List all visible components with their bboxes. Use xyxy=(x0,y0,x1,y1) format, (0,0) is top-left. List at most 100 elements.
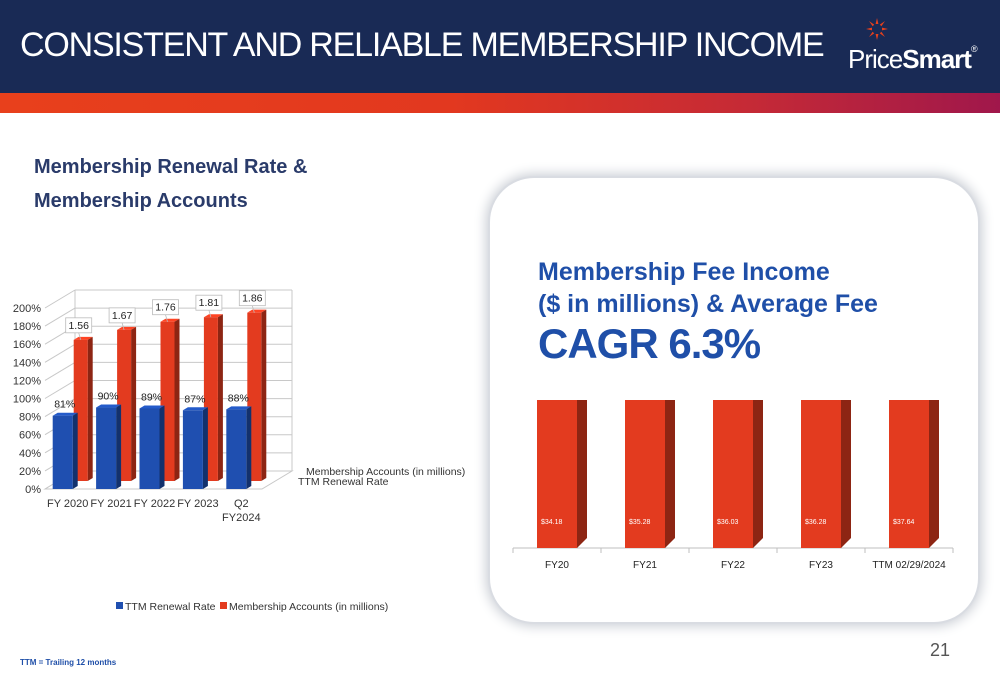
y-tick-label: 160% xyxy=(13,339,41,351)
pricesmart-logo: PriceSmart® xyxy=(848,18,980,78)
accounts-label-leader xyxy=(121,322,125,330)
fee-income-bar-side xyxy=(841,400,851,548)
sunburst-icon xyxy=(866,18,888,40)
accounts-label-leader xyxy=(208,310,212,318)
y-tick-label: 40% xyxy=(19,448,41,460)
average-fee-label: $34.18 xyxy=(541,519,563,526)
x-tick-label: FY22 xyxy=(721,560,745,571)
fee-income-bar xyxy=(889,400,939,548)
accent-stripe xyxy=(0,93,1000,113)
gridline-side xyxy=(44,380,76,399)
renewal-bar xyxy=(96,404,122,489)
y-tick-label: 60% xyxy=(19,430,41,442)
y-tick-label: 180% xyxy=(13,321,41,333)
y-tick-label: 20% xyxy=(19,466,41,478)
x-tick-label: FY 2020 xyxy=(47,498,88,510)
renewal-data-label: 90% xyxy=(98,391,119,403)
fee-income-bar-front xyxy=(625,400,665,548)
renewal-data-label: 89% xyxy=(141,391,162,403)
y-tick-label: 100% xyxy=(13,394,41,406)
fee-income-bar-side xyxy=(753,400,763,548)
accounts-bar-top xyxy=(247,309,267,313)
fee-income-bar-front xyxy=(889,400,929,548)
legend-swatch-accounts xyxy=(220,602,227,609)
fee-income-bar xyxy=(625,400,675,548)
renewal-rate-chart: 0% 20% 40% 60% 80% 100% 120% 140% 160% 180% 200% 1.… xyxy=(13,289,465,613)
accounts-bar-side xyxy=(87,336,93,481)
renewal-bar xyxy=(52,412,78,489)
header-bar: CONSISTENT AND RELIABLE MEMBERSHIP INCOM… xyxy=(0,0,1000,93)
renewal-bar-side xyxy=(202,407,208,489)
renewal-bar-front xyxy=(139,408,160,489)
average-fee-label: $36.28 xyxy=(805,519,827,526)
fee-income-bar xyxy=(801,400,851,548)
accounts-bar-side xyxy=(131,326,137,481)
fee-income-bar-side xyxy=(665,400,675,548)
x-tick-label: FY 2023 xyxy=(177,498,218,510)
accounts-label-box xyxy=(108,307,136,324)
gridline-side xyxy=(44,398,76,418)
accounts-bar-side xyxy=(261,309,267,481)
depth-label-renewal: TTM Renewal Rate xyxy=(298,476,389,488)
accounts-bar-side xyxy=(174,318,180,481)
left-chart-title: Membership Renewal Rate & Membership Acc… xyxy=(34,156,308,212)
renewal-bar-top xyxy=(96,404,122,408)
accounts-label-leader xyxy=(165,314,168,322)
renewal-bar-front xyxy=(96,407,117,489)
renewal-data-label: 87% xyxy=(184,393,205,405)
accounts-label-leader xyxy=(251,305,255,313)
renewal-data-label: 81% xyxy=(54,399,75,411)
renewal-bar-side xyxy=(72,412,78,489)
y-tick-label: 200% xyxy=(13,303,41,315)
renewal-bar xyxy=(226,406,252,489)
fee-income-bar xyxy=(713,400,763,548)
renewal-bar xyxy=(139,405,165,489)
fee-income-chart: $55$34.18FY20$56$35.28FY21$61$36.03FY22$… xyxy=(512,400,954,571)
logo-wordmark: PriceSmart® xyxy=(848,44,978,74)
x-tick-label: FY21 xyxy=(633,560,657,571)
legend-label-accounts: Membership Accounts (in millions) xyxy=(229,601,388,613)
gridline-side xyxy=(44,289,76,309)
fee-income-bar-front xyxy=(801,400,841,548)
right-chart-title: Membership Fee Income ($ in millions) & … xyxy=(538,258,878,318)
gridline-side xyxy=(44,307,76,327)
gridline-side xyxy=(44,361,76,381)
renewal-bar xyxy=(182,407,208,489)
average-fee-label: $35.28 xyxy=(629,519,651,526)
accounts-data-label: 1.56 xyxy=(68,320,89,332)
accounts-bar-top xyxy=(73,336,93,340)
cagr-value: CAGR 6.3% xyxy=(538,320,761,367)
y-tick-label: 140% xyxy=(13,357,41,369)
accounts-data-label: 1.76 xyxy=(155,302,176,314)
fee-income-bar-side xyxy=(929,400,939,548)
y-tick-label: 0% xyxy=(25,484,41,496)
page-title: CONSISTENT AND RELIABLE MEMBERSHIP INCOM… xyxy=(20,26,825,64)
accounts-bar-side xyxy=(217,314,223,481)
renewal-bar-top xyxy=(226,406,252,410)
x-tick-label: TTM 02/29/2024 xyxy=(872,560,946,571)
accounts-bar-top xyxy=(117,326,137,330)
legend-label-renewal: TTM Renewal Rate xyxy=(125,601,216,613)
renewal-bar-top xyxy=(182,407,208,411)
renewal-bar-side xyxy=(246,406,252,489)
depth-label-accounts: Membership Accounts (in millions) xyxy=(306,466,465,478)
renewal-bar-top xyxy=(52,412,78,416)
accounts-bar-top xyxy=(203,314,223,318)
average-fee-label: $37.64 xyxy=(893,519,915,526)
accounts-bar-top xyxy=(160,318,180,322)
accounts-label-leader xyxy=(78,332,82,340)
renewal-bar-side xyxy=(116,404,122,489)
x-tick-label: Q2 xyxy=(234,498,249,510)
fee-income-bar-front xyxy=(537,400,577,548)
renewal-data-label: 88% xyxy=(228,392,249,404)
x-tick-label: FY23 xyxy=(809,560,833,571)
accounts-data-label: 1.67 xyxy=(112,310,133,322)
x-tick-label: FY20 xyxy=(545,560,569,571)
x-tick-label: FY 2021 xyxy=(90,498,131,510)
footnote: TTM = Trailing 12 months xyxy=(20,658,117,667)
y-tick-label: 80% xyxy=(19,412,41,424)
renewal-bar-side xyxy=(159,405,165,489)
fee-income-bar-side xyxy=(577,400,587,548)
fee-income-label: $55 xyxy=(541,400,559,401)
y-tick-label: 120% xyxy=(13,375,41,387)
